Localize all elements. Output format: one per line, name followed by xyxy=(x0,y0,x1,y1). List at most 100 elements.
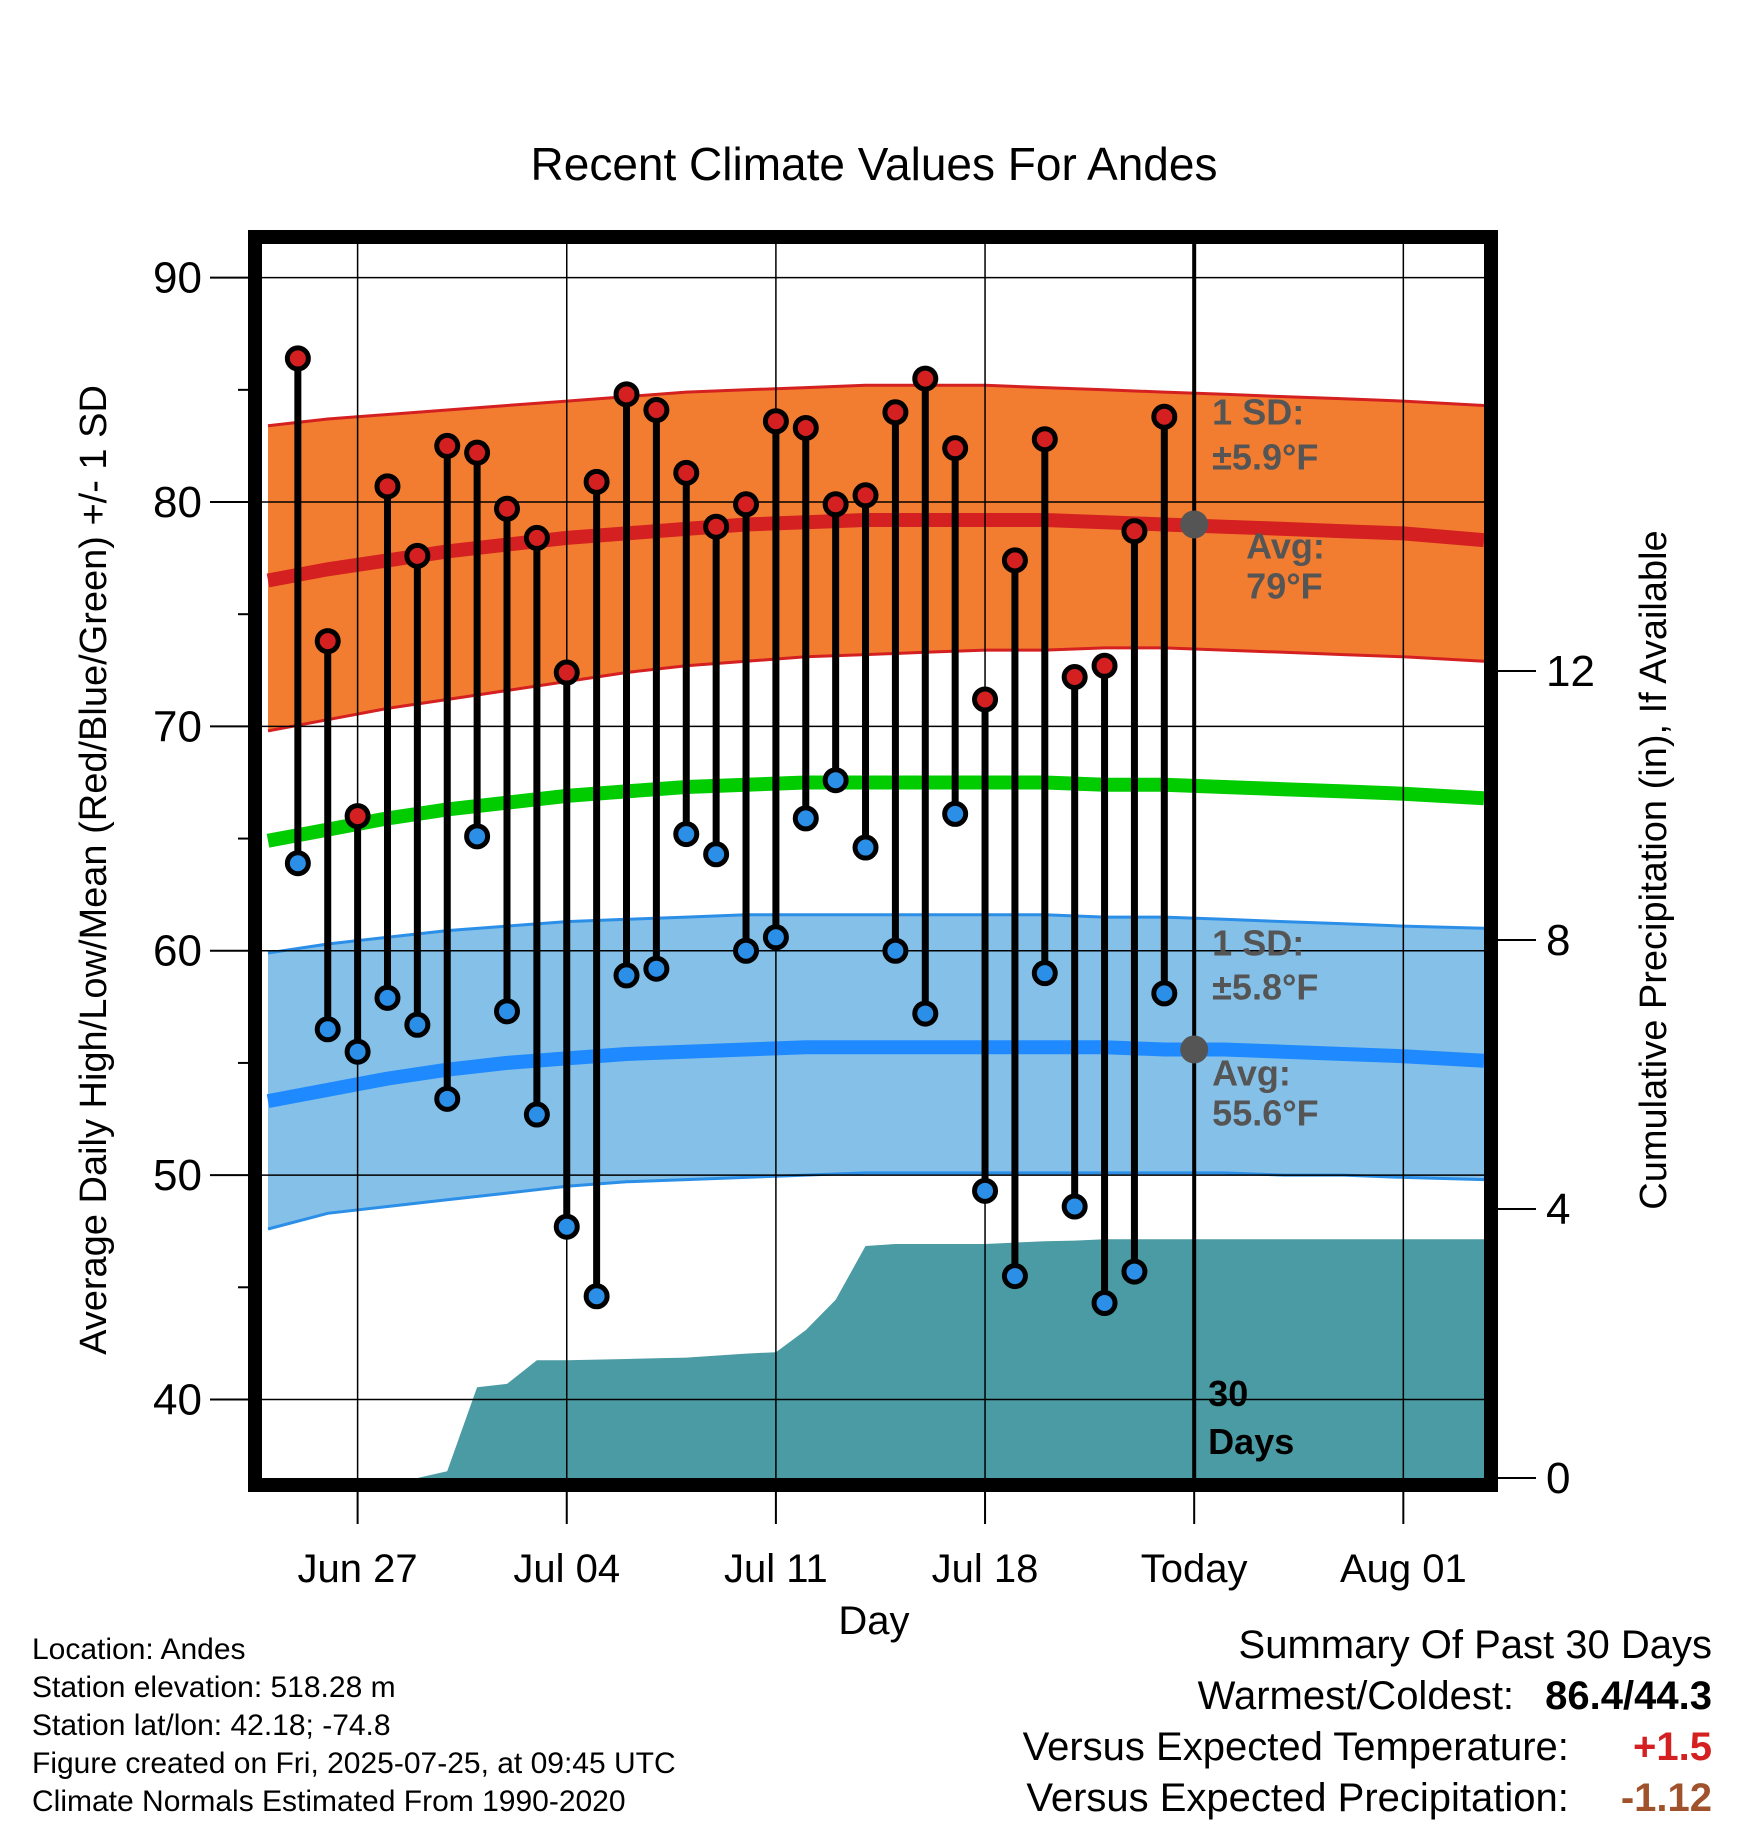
temp-anomaly-label: Versus Expected Temperature: xyxy=(1022,1725,1569,1769)
high-temp-point xyxy=(792,414,819,441)
low-temp-point xyxy=(1001,1263,1028,1290)
low-temp-point xyxy=(613,962,640,989)
y2-tick-label: 8 xyxy=(1546,916,1570,965)
low-avg-label: Avg: xyxy=(1212,1052,1291,1093)
normals-text: Climate Normals Estimated From 1990-2020 xyxy=(32,1785,626,1818)
period-number: 30 xyxy=(1208,1373,1248,1414)
y2-tick-label: 0 xyxy=(1546,1454,1570,1503)
high-sd-label: 1 SD: xyxy=(1212,391,1304,432)
period-unit: Days xyxy=(1208,1421,1294,1462)
high-sd-band-upper-edge xyxy=(267,383,1484,428)
y2-axis-label: Cumulative Precipitation (in), If Availa… xyxy=(1633,530,1675,1209)
high-temp-point xyxy=(673,459,700,486)
low-temp-point xyxy=(1061,1193,1088,1220)
low-temp-point xyxy=(493,998,520,1025)
low-temp-point xyxy=(1151,980,1178,1007)
low-temp-point xyxy=(314,1016,341,1043)
low-avg-value: 55.6°F xyxy=(1212,1092,1318,1133)
summary-title: Summary Of Past 30 Days xyxy=(1238,1623,1712,1667)
high-temp-point xyxy=(852,482,879,509)
low-temp-point xyxy=(792,805,819,832)
low-temp-point xyxy=(762,924,789,951)
x-tick-label: Aug 01 xyxy=(1340,1547,1467,1591)
x-tick-label: Jul 18 xyxy=(932,1547,1039,1591)
precip-anomaly-label: Versus Expected Precipitation: xyxy=(1026,1776,1569,1820)
chart-title: Recent Climate Values For Andes xyxy=(531,138,1218,190)
low-temp-point xyxy=(703,841,730,868)
high-temp-point xyxy=(1121,518,1148,545)
low-temp-point xyxy=(1031,960,1058,987)
high-temp-point xyxy=(1091,652,1118,679)
y-axis-label: Average Daily High/Low/Mean (Red/Blue/Gr… xyxy=(73,385,115,1355)
high-temp-point xyxy=(583,468,610,495)
precip-area xyxy=(262,1239,1484,1478)
summary-precip-row: Versus Expected Precipitation: -1.12 xyxy=(1023,1773,1712,1824)
high-temp-point xyxy=(374,473,401,500)
low-temp-point xyxy=(852,834,879,861)
high-temp-point xyxy=(912,365,939,392)
y-tick-label: 80 xyxy=(153,478,202,527)
high-temp-point xyxy=(404,542,431,569)
x-tick-label: Jul 04 xyxy=(513,1547,620,1591)
precip-anomaly-value: -1.12 xyxy=(1620,1776,1712,1820)
high-temp-point xyxy=(1001,547,1028,574)
low-temp-point xyxy=(404,1011,431,1038)
high-temp-point xyxy=(1061,664,1088,691)
plot-frame xyxy=(248,230,1498,1492)
today-low-avg-marker xyxy=(1180,1035,1209,1064)
low-sd-band xyxy=(268,914,1484,1229)
summary-warm-cold-row: Warmest/Coldest: 86.4/44.3 xyxy=(1023,1671,1712,1722)
high-temp-point xyxy=(1031,426,1058,453)
y2-tick-label: 4 xyxy=(1546,1185,1570,1234)
plot-content xyxy=(262,244,1484,1478)
warm-cold-label: Warmest/Coldest: xyxy=(1197,1674,1515,1718)
low-temp-point xyxy=(942,800,969,827)
x-tick-label: Jun 27 xyxy=(298,1547,418,1591)
high-temp-point xyxy=(284,345,311,372)
summary-panel: Summary Of Past 30 Days Warmest/Coldest:… xyxy=(1023,1620,1712,1824)
low-temp-point xyxy=(882,937,909,964)
high-temp-point xyxy=(1151,403,1178,430)
high-temp-point xyxy=(972,686,999,713)
low-normal-line xyxy=(266,1040,1484,1108)
location-text: Location: Andes xyxy=(32,1633,246,1666)
summary-temp-row: Versus Expected Temperature: +1.5 xyxy=(1023,1722,1712,1773)
low-temp-point xyxy=(972,1177,999,1204)
high-temp-point xyxy=(762,408,789,435)
high-temp-point xyxy=(643,397,670,424)
high-temp-point xyxy=(464,439,491,466)
high-temp-point xyxy=(434,432,461,459)
y-tick-label: 40 xyxy=(153,1375,202,1424)
high-temp-point xyxy=(733,491,760,518)
high-temp-point xyxy=(553,659,580,686)
y2-tick-label: 12 xyxy=(1546,647,1595,696)
y-tick-label: 90 xyxy=(153,254,202,303)
y-tick-label: 50 xyxy=(153,1151,202,1200)
high-temp-point xyxy=(344,803,371,830)
low-sd-label: 1 SD: xyxy=(1212,922,1304,963)
low-temp-point xyxy=(912,1000,939,1027)
high-sd-band xyxy=(268,385,1484,731)
y-tick-label: 60 xyxy=(153,927,202,976)
high-temp-point xyxy=(942,435,969,462)
low-temp-point xyxy=(374,984,401,1011)
high-temp-point xyxy=(613,381,640,408)
low-temp-point xyxy=(284,850,311,877)
low-temp-point xyxy=(1091,1289,1118,1316)
low-temp-point xyxy=(733,937,760,964)
low-temp-point xyxy=(673,821,700,848)
high-temp-point xyxy=(703,513,730,540)
low-temp-point xyxy=(464,823,491,850)
today-high-avg-marker xyxy=(1180,510,1209,539)
low-temp-point xyxy=(822,767,849,794)
high-avg-value: 79°F xyxy=(1246,565,1322,606)
high-temp-point xyxy=(523,524,550,551)
created-text: Figure created on Fri, 2025-07-25, at 09… xyxy=(32,1747,676,1780)
elevation-text: Station elevation: 518.28 m xyxy=(32,1671,396,1704)
low-temp-point xyxy=(583,1283,610,1310)
x-tick-label: Today xyxy=(1141,1547,1248,1591)
temp-anomaly-value: +1.5 xyxy=(1633,1725,1712,1769)
latlon-text: Station lat/lon: 42.18; -74.8 xyxy=(32,1709,391,1742)
